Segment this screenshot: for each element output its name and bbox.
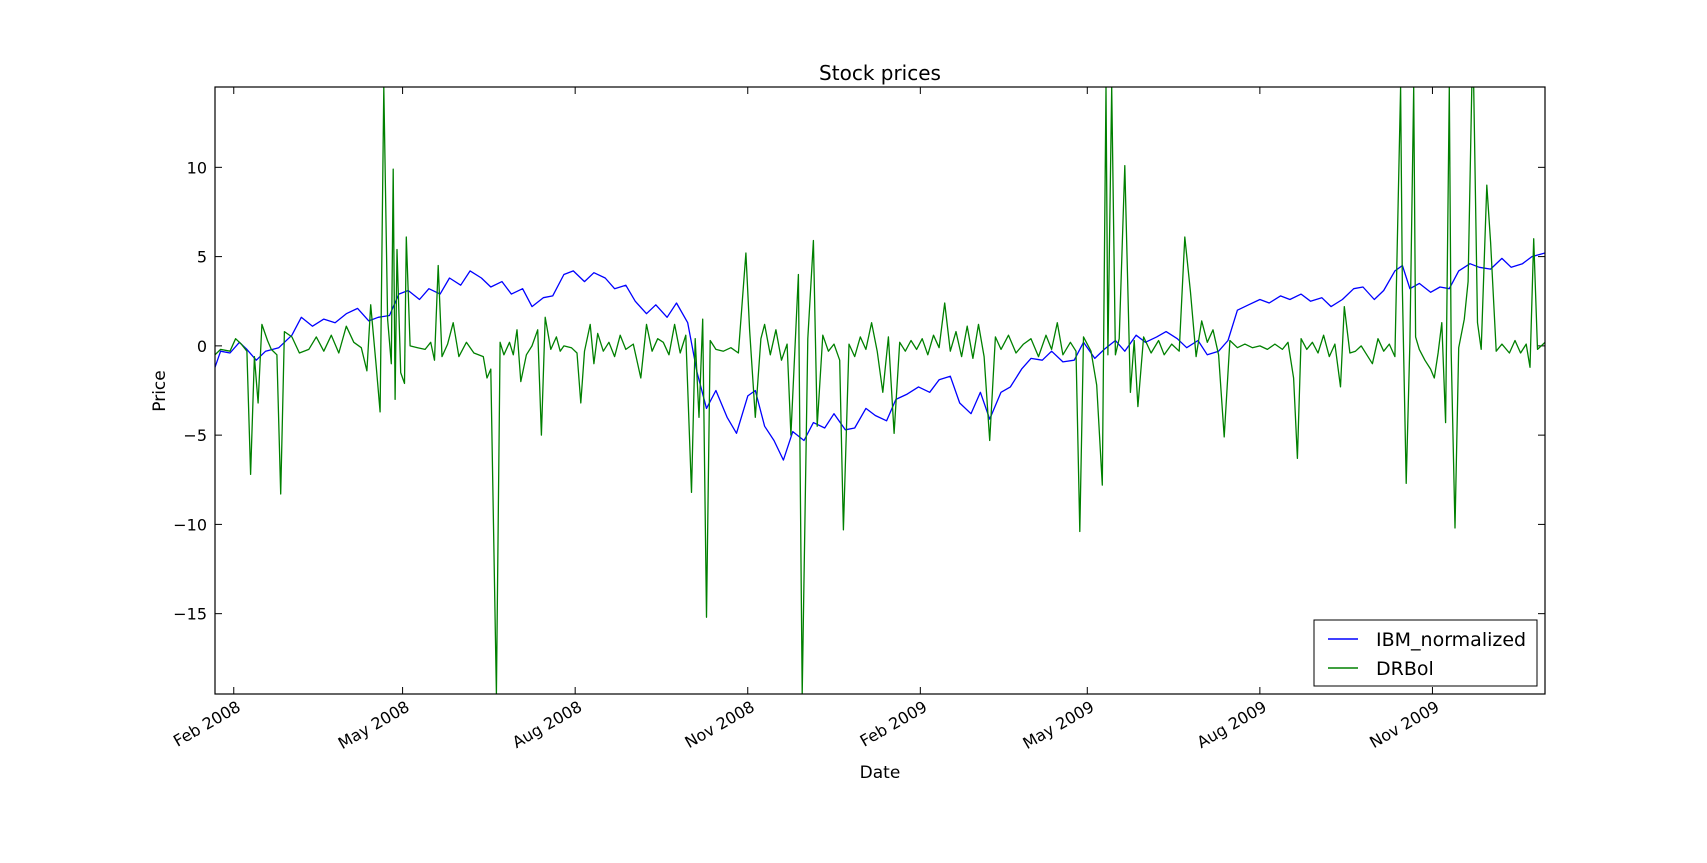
x-tick-label: May 2009 [1019, 697, 1097, 753]
y-tick-label: −5 [183, 426, 207, 445]
chart-title: Stock prices [819, 61, 941, 85]
y-tick-label: 10 [187, 158, 207, 177]
legend-box [1313, 619, 1538, 687]
y-axis-ticks: 10 5 0 −5 −10 −15 [173, 158, 1545, 624]
legend: IBM_normalized DRBol [1313, 619, 1538, 687]
legend-label: DRBol [1376, 658, 1434, 680]
y-tick-label: −10 [173, 515, 207, 534]
x-tick-label: Aug 2009 [1194, 697, 1270, 752]
x-tick-label: Nov 2008 [682, 697, 758, 752]
legend-label: IBM_normalized [1376, 629, 1526, 651]
x-tick-label: Feb 2008 [170, 697, 244, 751]
y-axis-label: Price [150, 370, 170, 411]
y-tick-label: 5 [197, 248, 207, 267]
y-tick-label: −15 [173, 605, 207, 624]
plot-frame [214, 86, 1546, 695]
x-axis-label: Date [860, 763, 901, 783]
series-layer [215, 87, 1545, 694]
series-line-ibm-normalized [215, 252, 1545, 461]
x-tick-label: Feb 2009 [857, 697, 931, 751]
x-tick-label: May 2008 [335, 697, 413, 753]
series-line-drbol [215, 87, 1545, 694]
y-tick-label: 0 [197, 337, 207, 356]
x-tick-label: Aug 2008 [509, 697, 585, 752]
x-tick-label: Nov 2009 [1366, 697, 1442, 752]
